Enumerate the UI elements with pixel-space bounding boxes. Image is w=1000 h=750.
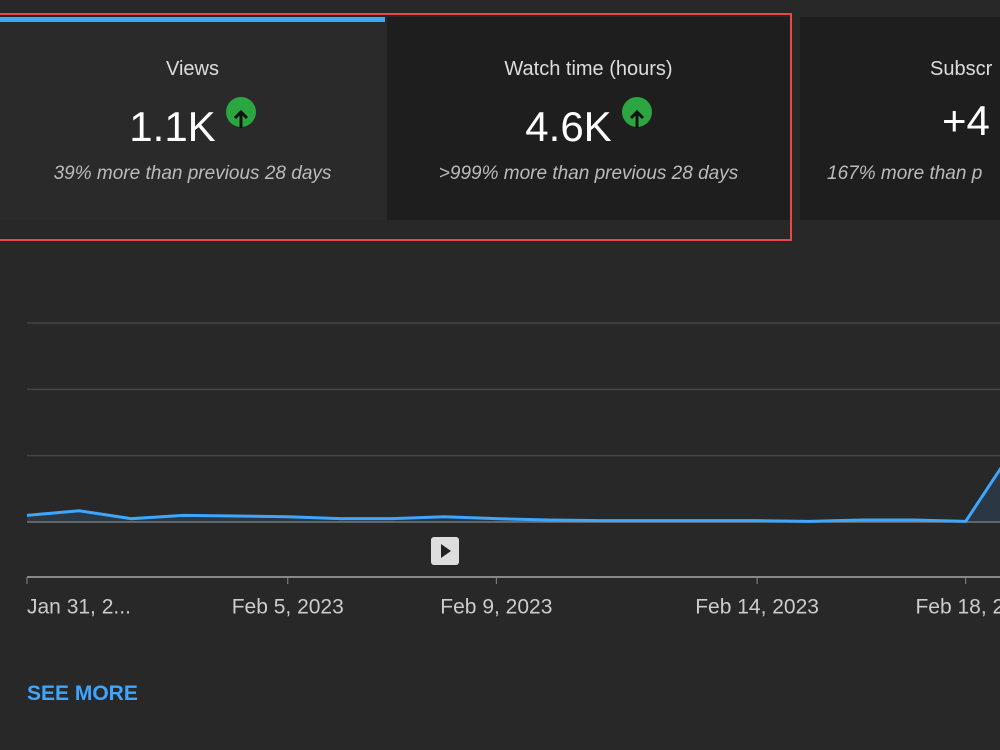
line bbox=[26, 466, 1000, 523]
subscribers-card[interactable]: Subscr +4 167% more than p bbox=[800, 17, 1000, 220]
card-value: +4 bbox=[942, 97, 990, 144]
card-value-row: 4.6K bbox=[387, 97, 790, 151]
card-change: >999% more than previous 28 days bbox=[438, 163, 739, 184]
card-change: 39% more than previous 28 days bbox=[53, 163, 332, 184]
card-value: 1.1K bbox=[129, 103, 216, 150]
see-more-link[interactable]: SEE MORE bbox=[27, 682, 138, 705]
x-tick-label: Feb 5, 2023 bbox=[232, 596, 344, 619]
card-title: Subscr bbox=[930, 58, 993, 80]
x-tick-label: Feb 9, 2023 bbox=[440, 596, 552, 619]
x-tick-label: Feb 18, 20 bbox=[915, 596, 1000, 619]
watch-time-card[interactable]: Watch time (hours) 4.6K >999% more than … bbox=[387, 17, 790, 220]
line-area bbox=[27, 469, 1000, 522]
card-title: Watch time (hours) bbox=[504, 58, 673, 80]
x-tick-label: Feb 14, 2023 bbox=[695, 596, 819, 619]
card-value-row: 1.1K bbox=[0, 97, 385, 151]
play-icon bbox=[441, 544, 451, 558]
highlight-box bbox=[0, 13, 792, 241]
up-icon bbox=[621, 97, 652, 128]
card-change: 167% more than p bbox=[827, 163, 983, 184]
x-tick-label: Jan 31, 2... bbox=[27, 596, 131, 619]
selected-bar bbox=[0, 17, 385, 22]
views-card[interactable]: Views 1.1K 39% more than previous 28 day… bbox=[0, 17, 385, 220]
card-value: 4.6K bbox=[525, 103, 612, 150]
card-title: Views bbox=[166, 58, 219, 80]
up-icon bbox=[225, 97, 256, 128]
